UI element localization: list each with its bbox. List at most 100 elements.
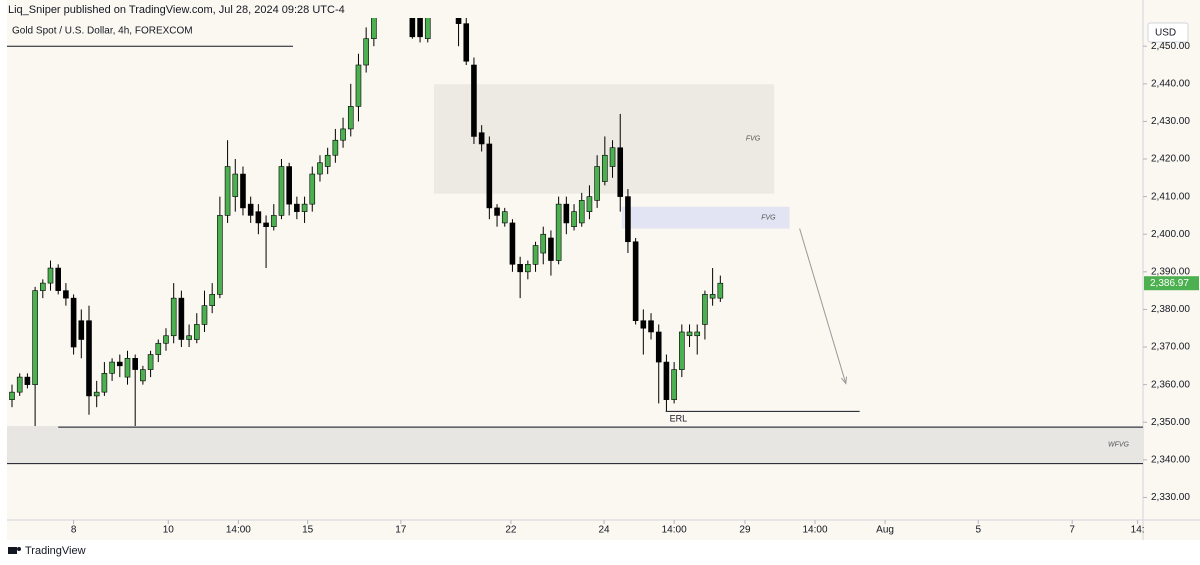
- candle-body: [78, 320, 85, 340]
- candle-body: [501, 211, 508, 224]
- candle-body: [55, 267, 61, 291]
- candle-body: [532, 245, 539, 265]
- candle-body: [655, 331, 662, 363]
- candle-body: [486, 143, 493, 209]
- candle-body: [471, 64, 477, 137]
- y-tick-label: 2,420.00: [1151, 154, 1190, 165]
- candle-body: [324, 154, 331, 167]
- candle-body: [40, 282, 46, 291]
- y-tick-label: 2,400.00: [1151, 229, 1190, 240]
- zone-label: FVG: [761, 215, 776, 222]
- currency-box[interactable]: [1147, 22, 1189, 43]
- candle-body: [347, 106, 354, 130]
- candle-body: [463, 23, 470, 62]
- currency: USD: [1155, 28, 1176, 39]
- y-tick-label: 2,440.00: [1151, 78, 1190, 89]
- candle-body: [255, 211, 262, 224]
- candle-body: [548, 237, 554, 261]
- y-tick-label: 2,340.00: [1151, 454, 1190, 465]
- x-tick-label: Aug: [876, 525, 894, 536]
- candle-body: [340, 128, 346, 141]
- candle-body: [140, 369, 146, 382]
- candle-body: [70, 297, 77, 348]
- plot: FVG FVG WFVG ERL: [7, 18, 1143, 465]
- candle-body: [63, 290, 69, 299]
- candle-body: [578, 200, 585, 224]
- candle-body: [101, 373, 108, 393]
- candle-body: [178, 297, 185, 340]
- candle-body: [648, 320, 654, 333]
- y-tick-label: 2,350.00: [1151, 417, 1190, 428]
- candle-body: [478, 132, 485, 145]
- candle-body: [109, 361, 115, 374]
- x-tick-label: 14:00: [662, 525, 687, 536]
- candle-body: [409, 18, 416, 38]
- zone-label: FVG: [746, 136, 761, 143]
- candle-body: [201, 305, 208, 325]
- candle-body: [93, 391, 100, 397]
- y-tick-label: 2,450.00: [1151, 41, 1190, 52]
- candle-body: [424, 18, 431, 39]
- candle-body: [594, 166, 600, 201]
- x-tick-label: 17: [395, 525, 407, 536]
- candle-body: [617, 147, 624, 197]
- candle-body: [32, 290, 38, 385]
- zone: [7, 425, 1143, 464]
- candle-body: [186, 335, 192, 340]
- last-price-box: [1144, 276, 1199, 291]
- x-tick-label: 7: [1069, 525, 1075, 536]
- candle-body: [124, 358, 131, 378]
- candle-body: [116, 361, 123, 367]
- candle-body: [224, 166, 231, 216]
- y-tick-label: 2,390.00: [1151, 266, 1190, 277]
- candle-body: [155, 342, 162, 355]
- candle-body: [525, 263, 531, 273]
- candle-body: [632, 241, 639, 322]
- zone: [621, 206, 790, 229]
- candle-body: [694, 331, 701, 337]
- y-tick-label: 2,430.00: [1151, 116, 1190, 127]
- candle-body: [609, 147, 616, 167]
- y-tick-label: 2,380.00: [1151, 304, 1190, 315]
- candle-body: [286, 166, 292, 205]
- level-label: ERL: [670, 414, 688, 424]
- x-tick-label: 22: [505, 525, 517, 536]
- x-tick-label: 5: [975, 525, 981, 536]
- price-axis-background: [1143, 0, 1200, 540]
- x-tick-label: 15: [302, 525, 314, 536]
- candle-body: [509, 222, 516, 265]
- candle-body: [586, 196, 593, 212]
- candle-body: [494, 207, 500, 216]
- candle-body: [209, 294, 215, 306]
- candle-body: [232, 173, 239, 197]
- candle-body: [663, 361, 670, 400]
- tv-logo: [8, 547, 21, 554]
- last-price-label: 2,386.97: [1150, 278, 1189, 289]
- x-tick-label: 8: [71, 525, 77, 536]
- candle-body: [709, 294, 716, 299]
- candle-body: [686, 331, 693, 337]
- candle-body: [240, 173, 246, 209]
- publisher: Liq_Sniper published on TradingView.com,…: [8, 4, 345, 16]
- x-tick-label: 14:00: [803, 525, 828, 536]
- y-tick-label: 2,330.00: [1151, 492, 1190, 503]
- candle-body: [602, 154, 608, 182]
- candle-body: [332, 139, 339, 156]
- candle-body: [147, 354, 154, 370]
- candle-body: [301, 203, 308, 212]
- candle-body: [571, 211, 577, 227]
- arrow-head: [840, 376, 848, 385]
- candle-body: [417, 18, 423, 38]
- arrow: [799, 228, 847, 384]
- candle-body: [193, 324, 200, 340]
- candle-body: [270, 215, 277, 227]
- candle-body: [555, 203, 562, 261]
- candle-body: [170, 297, 177, 337]
- x-tick-label: 14:: [1131, 525, 1145, 536]
- candle-body: [278, 166, 285, 216]
- zone-label: WFVG: [1108, 442, 1130, 449]
- candle-body: [132, 358, 138, 370]
- candle-body: [625, 196, 631, 243]
- candle-body: [355, 64, 362, 107]
- candle-body: [640, 320, 647, 329]
